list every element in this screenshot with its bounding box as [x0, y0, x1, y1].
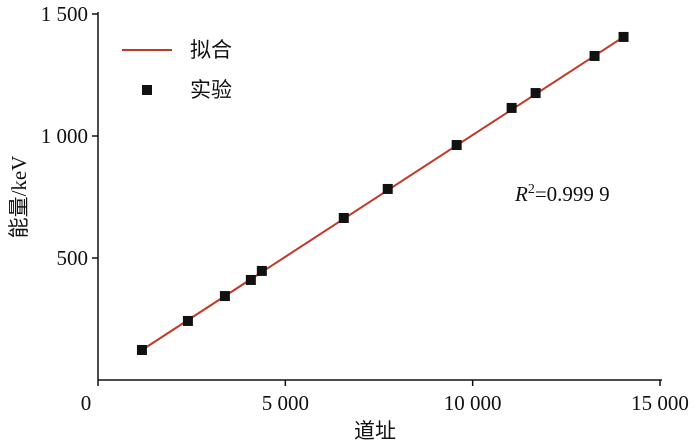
y-tick-label: 1 500 [41, 2, 88, 26]
data-point [506, 102, 517, 113]
data-point [618, 31, 629, 42]
annotation: R2=0.999 9 [514, 182, 610, 206]
legend-label: 实验 [190, 78, 232, 102]
annotation-base: R [514, 182, 528, 206]
data-point [530, 88, 541, 99]
data-point [136, 344, 147, 355]
data-point [256, 265, 267, 276]
data-point [338, 212, 349, 223]
x-tick-label: 15 000 [631, 391, 689, 415]
y-tick-label: 500 [57, 246, 89, 270]
x-axis-label: 道址 [354, 419, 396, 443]
y-tick-label: 1 000 [41, 124, 88, 148]
x-tick-label: 0 [81, 391, 92, 415]
annotation-rest: =0.999 9 [535, 182, 610, 206]
legend-label: 拟合 [190, 38, 232, 62]
data-point [382, 183, 393, 194]
data-point [219, 291, 230, 302]
data-point [451, 140, 462, 151]
data-point [245, 274, 256, 285]
annotation-sup: 2 [528, 182, 535, 197]
data-point [589, 50, 600, 61]
legend-marker [142, 85, 152, 95]
y-axis-label: 能量/keV [7, 156, 31, 239]
data-point [182, 315, 193, 326]
x-tick-label: 10 000 [444, 391, 502, 415]
x-tick-label: 5 000 [262, 391, 309, 415]
